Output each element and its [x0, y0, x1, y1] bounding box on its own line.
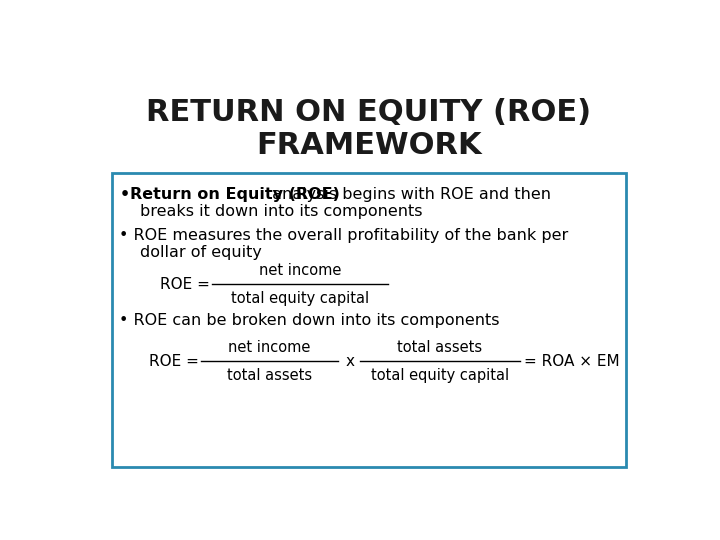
Text: • ROE measures the overall profitability of the bank per: • ROE measures the overall profitability…	[120, 228, 569, 243]
Text: x: x	[345, 354, 354, 369]
Text: total equity capital: total equity capital	[231, 291, 369, 306]
Text: total equity capital: total equity capital	[371, 368, 509, 383]
Text: RETURN ON EQUITY (ROE): RETURN ON EQUITY (ROE)	[146, 98, 592, 127]
Text: = ROA × EM: = ROA × EM	[524, 354, 620, 369]
Text: net income: net income	[259, 263, 341, 278]
Text: ROE =: ROE =	[161, 276, 210, 292]
Text: total assets: total assets	[397, 340, 482, 355]
Text: analysis begins with ROE and then: analysis begins with ROE and then	[266, 187, 551, 201]
FancyBboxPatch shape	[112, 173, 626, 467]
Text: total assets: total assets	[227, 368, 312, 383]
Text: •: •	[120, 187, 130, 201]
Text: dollar of equity: dollar of equity	[140, 245, 261, 260]
Text: net income: net income	[228, 340, 310, 355]
Text: FRAMEWORK: FRAMEWORK	[256, 131, 482, 160]
Text: Return on Equity (ROE): Return on Equity (ROE)	[130, 187, 340, 201]
Text: breaks it down into its components: breaks it down into its components	[140, 204, 422, 219]
Text: • ROE can be broken down into its components: • ROE can be broken down into its compon…	[120, 313, 500, 328]
Text: ROE =: ROE =	[148, 354, 199, 369]
